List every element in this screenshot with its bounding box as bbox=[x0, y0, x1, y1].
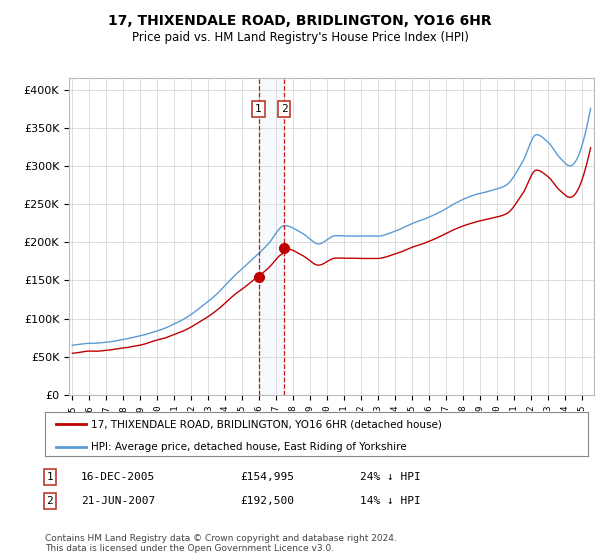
Text: Contains HM Land Registry data © Crown copyright and database right 2024.
This d: Contains HM Land Registry data © Crown c… bbox=[45, 534, 397, 553]
Text: HPI: Average price, detached house, East Riding of Yorkshire: HPI: Average price, detached house, East… bbox=[91, 441, 407, 451]
Text: 2: 2 bbox=[281, 104, 287, 114]
Text: 16-DEC-2005: 16-DEC-2005 bbox=[81, 472, 155, 482]
Text: 21-JUN-2007: 21-JUN-2007 bbox=[81, 496, 155, 506]
Text: 1: 1 bbox=[255, 104, 262, 114]
Text: £154,995: £154,995 bbox=[240, 472, 294, 482]
Text: 2: 2 bbox=[46, 496, 53, 506]
Text: 24% ↓ HPI: 24% ↓ HPI bbox=[360, 472, 421, 482]
Bar bbox=[259, 78, 284, 395]
Text: £192,500: £192,500 bbox=[240, 496, 294, 506]
Text: 17, THIXENDALE ROAD, BRIDLINGTON, YO16 6HR (detached house): 17, THIXENDALE ROAD, BRIDLINGTON, YO16 6… bbox=[91, 419, 442, 429]
Text: 1: 1 bbox=[46, 472, 53, 482]
Text: 14% ↓ HPI: 14% ↓ HPI bbox=[360, 496, 421, 506]
Text: Price paid vs. HM Land Registry's House Price Index (HPI): Price paid vs. HM Land Registry's House … bbox=[131, 31, 469, 44]
Text: 17, THIXENDALE ROAD, BRIDLINGTON, YO16 6HR: 17, THIXENDALE ROAD, BRIDLINGTON, YO16 6… bbox=[108, 14, 492, 28]
